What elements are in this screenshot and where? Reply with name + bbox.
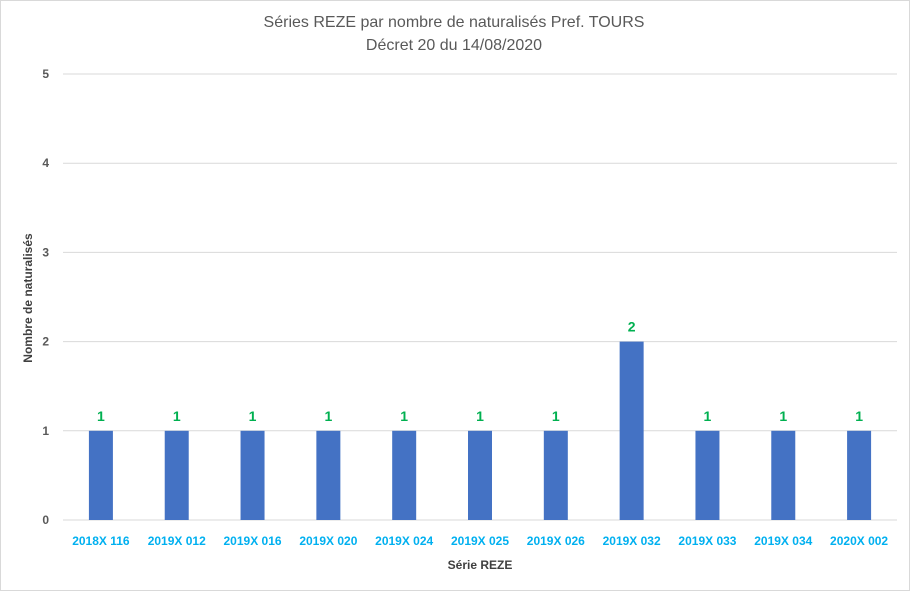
x-category-label: 2019X 026 bbox=[527, 534, 585, 548]
x-axis-categories: 2018X 116 2019X 012 2019X 016 2019X 020 2019… bbox=[72, 534, 888, 548]
y-axis-title: Nombre de naturalisés bbox=[21, 233, 35, 363]
data-label: 1 bbox=[97, 408, 105, 424]
y-tick-label: 5 bbox=[42, 67, 49, 81]
bar bbox=[240, 430, 265, 520]
bar bbox=[847, 430, 872, 520]
data-label: 1 bbox=[173, 408, 181, 424]
chart-title: Séries REZE par nombre de naturalisés Pr… bbox=[264, 14, 645, 31]
bar bbox=[695, 430, 720, 520]
chart-subtitle: Décret 20 du 14/08/2020 bbox=[366, 37, 542, 54]
y-tick-label: 3 bbox=[42, 245, 49, 259]
data-label: 1 bbox=[476, 408, 484, 424]
x-category-label: 2019X 024 bbox=[375, 534, 433, 548]
x-category-label: 2018X 116 bbox=[72, 534, 130, 548]
bar bbox=[392, 430, 417, 520]
data-label: 1 bbox=[704, 408, 712, 424]
gridlines bbox=[63, 73, 897, 521]
bar bbox=[164, 430, 189, 520]
bar bbox=[88, 430, 113, 520]
x-category-label: 2019X 025 bbox=[451, 534, 509, 548]
data-label: 2 bbox=[628, 319, 636, 335]
x-category-label: 2019X 034 bbox=[754, 534, 812, 548]
data-label: 1 bbox=[400, 408, 408, 424]
y-tick-label: 4 bbox=[42, 156, 49, 170]
x-category-label: 2019X 016 bbox=[224, 534, 282, 548]
data-label: 1 bbox=[324, 408, 332, 424]
data-label: 1 bbox=[249, 408, 257, 424]
x-category-label: 2019X 012 bbox=[148, 534, 206, 548]
bar bbox=[543, 430, 568, 520]
data-label: 1 bbox=[855, 408, 863, 424]
bar bbox=[316, 430, 341, 520]
x-category-label: 2019X 032 bbox=[603, 534, 661, 548]
data-label: 1 bbox=[552, 408, 560, 424]
x-category-label: 2019X 033 bbox=[678, 534, 736, 548]
bar bbox=[619, 341, 644, 520]
x-category-label: 2019X 020 bbox=[299, 534, 357, 548]
data-label: 1 bbox=[779, 408, 787, 424]
bar bbox=[771, 430, 796, 520]
y-axis-ticks: 0 1 2 3 4 5 bbox=[42, 67, 49, 527]
bars bbox=[88, 341, 872, 520]
y-tick-label: 2 bbox=[42, 335, 49, 349]
x-category-label: 2020X 002 bbox=[830, 534, 888, 548]
data-labels: 1 1 1 1 1 1 1 2 1 1 1 bbox=[97, 319, 863, 424]
y-tick-label: 0 bbox=[42, 513, 49, 527]
x-axis-title: Série REZE bbox=[448, 558, 513, 572]
y-tick-label: 1 bbox=[42, 424, 49, 438]
bar bbox=[468, 430, 492, 520]
